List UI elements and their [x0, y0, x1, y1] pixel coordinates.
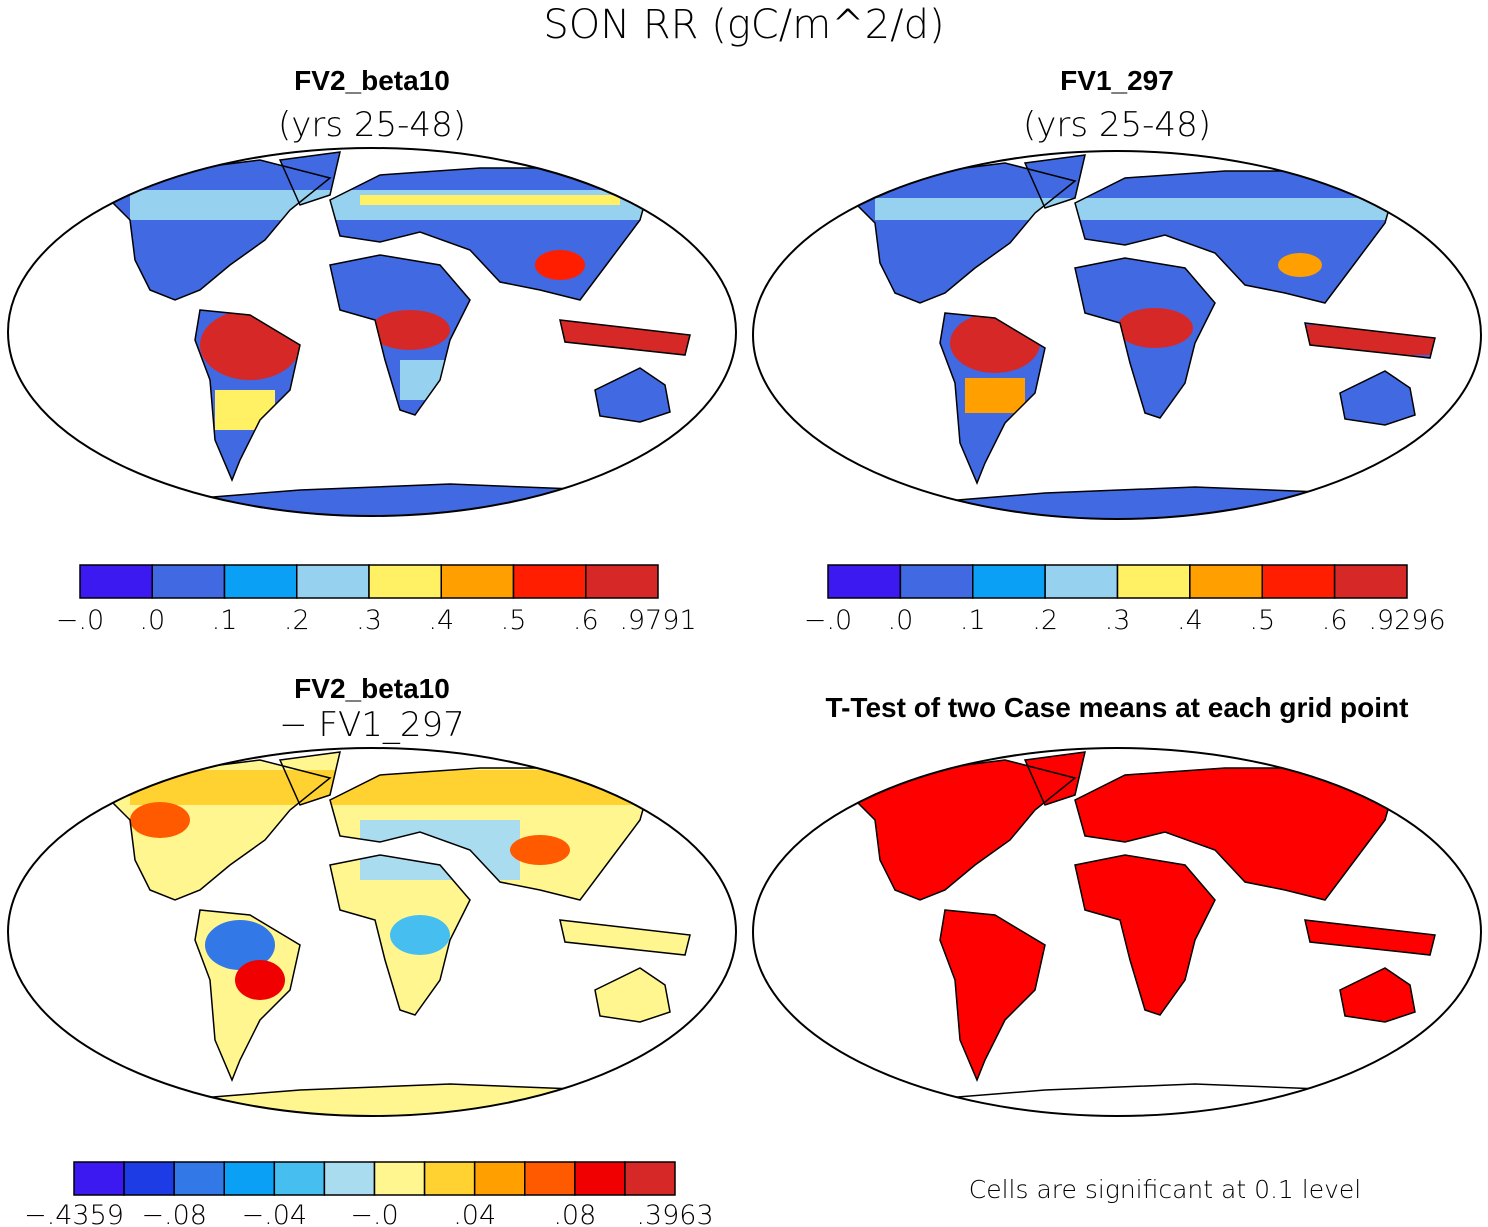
colorbar-label: .2 — [1032, 605, 1058, 636]
colorbar: −.0 .0 .1 .2 .3 .4 .5 .6 .9791 — [56, 564, 697, 636]
map-panel: FV1_297 (yrs 25-48) −.0 .0 .1 .2 .3 .4 .5 .6 .92… — [752, 65, 1482, 636]
colorbar-label: −.08 — [141, 1200, 207, 1227]
figure-title: SON RR (gC/m^2/d) — [543, 2, 944, 48]
map-panel: FV2_beta10 (yrs 25-48) −.0 .0 .1 .2 .3 .4 .5 .6… — [7, 65, 737, 636]
map-panel: FV2_beta10 − FV1_297 −.4359 −.08 −.04 −.0 .0… — [7, 673, 737, 1227]
colorbar-box — [899, 564, 974, 599]
colorbar-label: −.0 — [56, 605, 104, 636]
colorbar-box — [624, 1161, 676, 1196]
colorbar-box — [151, 564, 226, 599]
colorbar: −.0 .0 .1 .2 .3 .4 .5 .6 .9296 — [804, 564, 1446, 636]
colorbar: −.4359 −.08 −.04 −.0 .04 .08 .3963 — [24, 1161, 714, 1227]
colorbar-label: .3 — [356, 605, 382, 636]
colorbar-box — [323, 1161, 376, 1196]
colorbar-label: .5 — [1249, 605, 1275, 636]
colorbar-label: −.0 — [804, 605, 852, 636]
colorbar-box — [473, 1161, 526, 1196]
colorbar-box — [1333, 564, 1408, 599]
colorbar-box — [79, 564, 153, 599]
panel-subtitle: − FV1_297 — [279, 705, 465, 745]
panel-subtitle: (yrs 25-48) — [1023, 105, 1211, 145]
colorbar-box — [173, 1161, 226, 1196]
colorbar-label: −.04 — [242, 1200, 308, 1227]
colorbar-box — [373, 1161, 426, 1196]
colorbar-box — [73, 1161, 125, 1196]
colorbar-label: .9791 — [619, 605, 696, 636]
map — [840, 155, 1435, 519]
map — [95, 752, 690, 1116]
colorbar-box — [512, 564, 587, 599]
panel-title: T-Test of two Case means at each grid po… — [826, 692, 1409, 723]
panel-title: FV2_beta10 — [294, 65, 450, 96]
panel-title: FV2_beta10 — [294, 673, 450, 704]
colorbar-box — [585, 564, 659, 599]
colorbar-label: .08 — [553, 1200, 596, 1227]
colorbar-box — [368, 564, 442, 599]
colorbar-box — [574, 1161, 626, 1196]
colorbar-box — [1044, 564, 1119, 599]
colorbar-box — [827, 564, 902, 599]
map — [95, 152, 690, 516]
colorbar-box — [223, 1161, 276, 1196]
colorbar-label: .9296 — [1368, 605, 1445, 636]
colorbar-box — [524, 1161, 576, 1196]
colorbar-box — [1189, 564, 1263, 599]
colorbar-label: .5 — [501, 605, 527, 636]
colorbar-label: .3963 — [636, 1200, 713, 1227]
colorbar-label: .0 — [139, 605, 165, 636]
colorbar-label: .0 — [887, 605, 913, 636]
colorbar-label: .4 — [1177, 605, 1203, 636]
significance-note: Cells are significant at 0.1 level — [969, 1175, 1361, 1204]
colorbar-box — [273, 1161, 326, 1196]
panel-subtitle: (yrs 25-48) — [278, 105, 466, 145]
colorbar-box — [296, 564, 370, 599]
colorbar-box — [440, 564, 515, 599]
colorbar-label: −.0 — [350, 1200, 398, 1227]
colorbar-label: .6 — [573, 605, 599, 636]
colorbar-label: .3 — [1105, 605, 1131, 636]
colorbar-box — [223, 564, 298, 599]
panel-title: FV1_297 — [1060, 65, 1174, 96]
colorbar-box — [1116, 564, 1191, 599]
colorbar-label: .6 — [1322, 605, 1348, 636]
colorbar-label: −.4359 — [24, 1200, 124, 1227]
colorbar-box — [1261, 564, 1336, 599]
colorbar-box — [423, 1161, 476, 1196]
colorbar-label: .04 — [453, 1200, 496, 1227]
colorbar-label: .2 — [284, 605, 310, 636]
colorbar-label: .1 — [960, 605, 986, 636]
colorbar-label: .4 — [428, 605, 454, 636]
colorbar-label: .1 — [212, 605, 238, 636]
map-panel: T-Test of two Case means at each grid po… — [752, 692, 1482, 1204]
colorbar-box — [123, 1161, 175, 1196]
colorbar-box — [972, 564, 1046, 599]
